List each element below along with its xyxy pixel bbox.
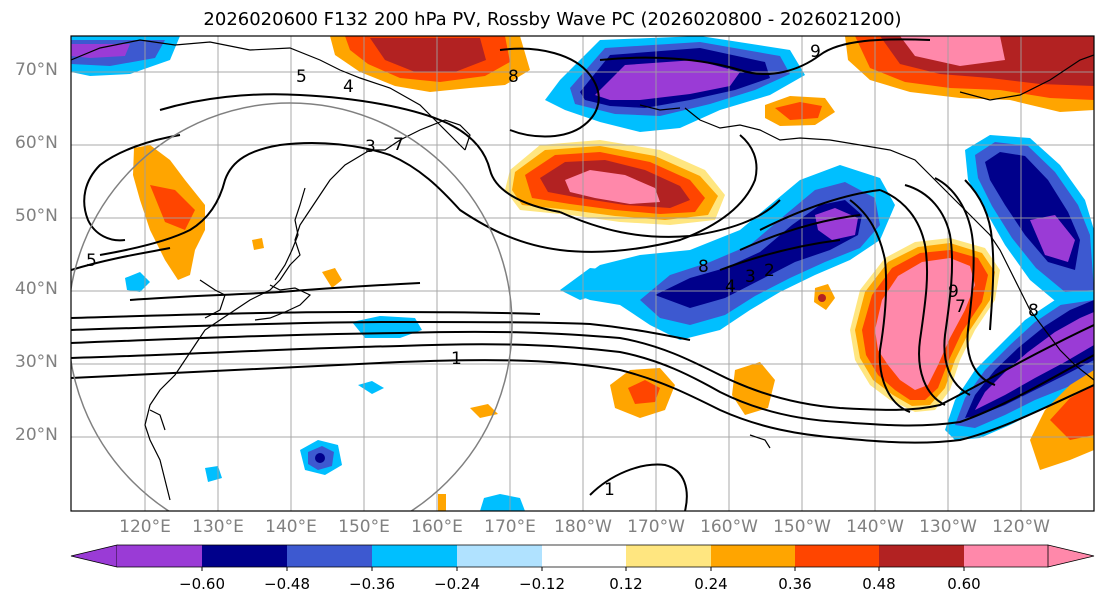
lon-label: 120°E [119, 517, 171, 537]
reference-circle [71, 102, 513, 511]
anomaly-positive-east-pacific [850, 238, 1000, 412]
anomaly-positive-japan [133, 145, 205, 280]
lon-label: 160°W [700, 517, 758, 537]
contour-label: 9 [948, 282, 959, 302]
lat-label: 50°N [15, 206, 58, 226]
contour-label: 3 [745, 267, 756, 287]
anomaly-negative-northwest [71, 36, 180, 76]
colorbar-extend-min [70, 544, 118, 568]
contour-label: 1 [604, 480, 615, 500]
contour-label: 8 [698, 257, 709, 277]
lon-label: 140°E [265, 517, 317, 537]
contour-label: 2 [764, 261, 775, 281]
lon-label: 170°E [484, 517, 536, 537]
pv-contours [71, 38, 1094, 511]
anomaly-positive-northeast [845, 36, 1094, 112]
lon-label: 120°W [992, 517, 1050, 537]
lon-label: 150°W [773, 517, 831, 537]
colorbar-tick-label: −0.48 [264, 575, 310, 593]
lon-label: 150°E [338, 517, 390, 537]
figure-title: 2026020600 F132 200 hPa PV, Rossby Wave … [203, 9, 902, 30]
anomaly-positive-small-gulf-core [775, 102, 822, 120]
lon-label: 140°W [846, 517, 904, 537]
colorbar-tick-label: 0.60 [947, 575, 981, 593]
lon-label: 170°W [627, 517, 685, 537]
lon-label: 130°W [919, 517, 977, 537]
anomaly-negative-bering [545, 36, 805, 132]
contour-label: 7 [955, 297, 966, 317]
contour-label: 3 [365, 137, 376, 157]
anomaly-positive-southeast [1030, 370, 1094, 470]
lon-label: 180°W [554, 517, 612, 537]
lon-label: 160°E [411, 517, 463, 537]
colorbar-extend-max [1047, 544, 1095, 568]
lat-label: 60°N [15, 133, 58, 153]
anomaly-positive-north-asia [330, 36, 530, 92]
colorbar-tick-label: 0.36 [778, 575, 812, 593]
contour-label: 7 [393, 135, 404, 155]
contour-label: 5 [86, 251, 97, 271]
colorbar-tick-label: 0.48 [862, 575, 896, 593]
lat-label: 20°N [15, 425, 58, 445]
colorbar-tick-label: −0.24 [434, 575, 480, 593]
contour-label: 4 [725, 277, 736, 297]
contour-label: 1 [451, 349, 462, 369]
lat-label: 70°N [15, 60, 58, 80]
colorbar-tick-label: 0.12 [609, 575, 643, 593]
contour-label: 4 [343, 77, 354, 97]
colorbar [70, 544, 1095, 571]
graticule [71, 36, 1094, 511]
colorbar-tick-label: 0.24 [694, 575, 728, 593]
contour-labels: 9 5 4 3 7 8 5 1 8 4 3 2 9 7 8 1 [86, 42, 1039, 500]
anomaly-negative-canada [965, 135, 1094, 305]
contour-label: 8 [1028, 301, 1039, 321]
colorbar-tick-label: −0.60 [179, 575, 225, 593]
colorbar-tick-label: −0.12 [519, 575, 565, 593]
lon-label: 130°E [192, 517, 244, 537]
anomaly-positive-central-pacific [505, 140, 725, 225]
lat-label: 30°N [15, 352, 58, 372]
contour-label: 9 [810, 42, 821, 62]
contour-label: 5 [296, 67, 307, 87]
colorbar-tick-label: −0.36 [349, 575, 395, 593]
contour-label: 8 [508, 67, 519, 87]
map-frame [70, 35, 1095, 512]
lat-label: 40°N [15, 279, 58, 299]
